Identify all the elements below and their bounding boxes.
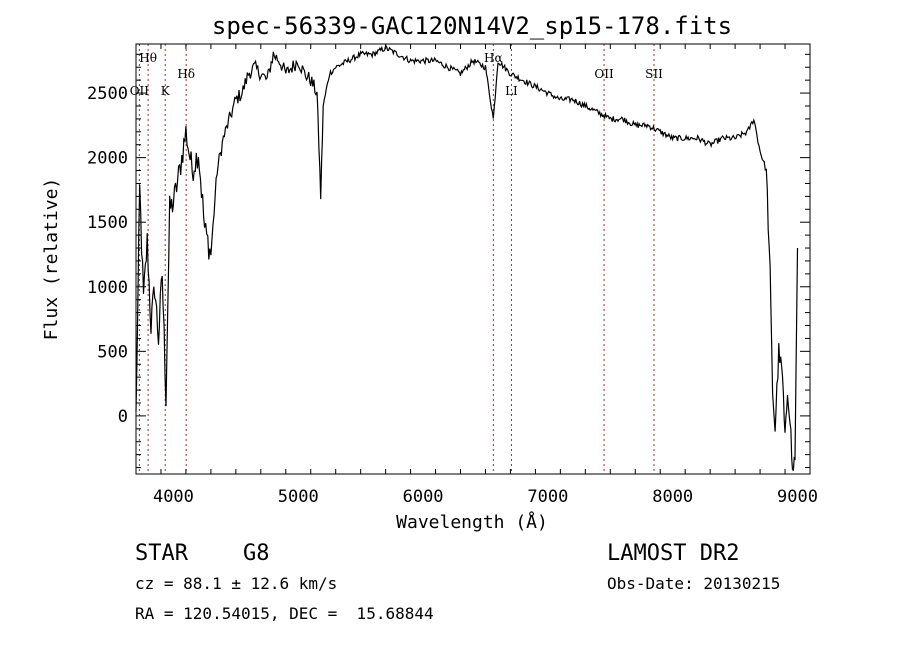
x-axis: 4000 5000 6000 7000 8000 9000 [135, 44, 818, 507]
spectral-line-label: OII [130, 84, 150, 98]
spectral-lines: Hθ OII K Hδ Hα LI OII SII [130, 44, 663, 474]
spectral-line-label: Hθ [139, 51, 157, 65]
x-tick-label: 9000 [777, 487, 818, 507]
spectral-line-label: K [161, 84, 171, 98]
object-class: STAR [135, 541, 188, 566]
x-tick-label: 4000 [153, 487, 194, 507]
y-tick-label: 2500 [87, 84, 128, 104]
y-tick-label: 1000 [87, 278, 128, 298]
spectral-line-label: Hα [484, 51, 503, 65]
x-tick-label: 7000 [527, 487, 568, 507]
y-tick-label: 500 [97, 342, 128, 362]
obs-date: Obs-Date: 20130215 [607, 574, 781, 593]
coordinates-text: RA = 120.54015, DEC = 15.68844 [135, 604, 434, 623]
object-subclass: G8 [243, 541, 270, 566]
chart-title: spec-56339-GAC120N14V2_sp15-178.fits [212, 12, 732, 40]
y-tick-label: 1500 [87, 213, 128, 233]
redshift-text: cz = 88.1 ± 12.6 km/s [135, 574, 338, 593]
survey-name: LAMOST DR2 [607, 541, 740, 566]
y-axis-label: Flux (relative) [41, 178, 62, 341]
y-tick-label: 0 [118, 407, 128, 427]
x-tick-label: 8000 [652, 487, 693, 507]
spectrum-series-line [135, 44, 799, 471]
spectral-line-label: LI [505, 84, 518, 98]
y-axis: 0 500 1000 1500 2000 2500 [87, 53, 810, 469]
x-tick-label: 6000 [403, 487, 444, 507]
x-axis-label: Wavelength (Å) [396, 511, 548, 533]
plot-frame [135, 43, 811, 475]
spectral-line-label: SII [645, 67, 663, 81]
y-tick-label: 2000 [87, 149, 128, 169]
spectral-line-label: Hδ [177, 67, 195, 81]
spectral-line-label: OII [594, 67, 614, 81]
x-tick-label: 5000 [278, 487, 319, 507]
